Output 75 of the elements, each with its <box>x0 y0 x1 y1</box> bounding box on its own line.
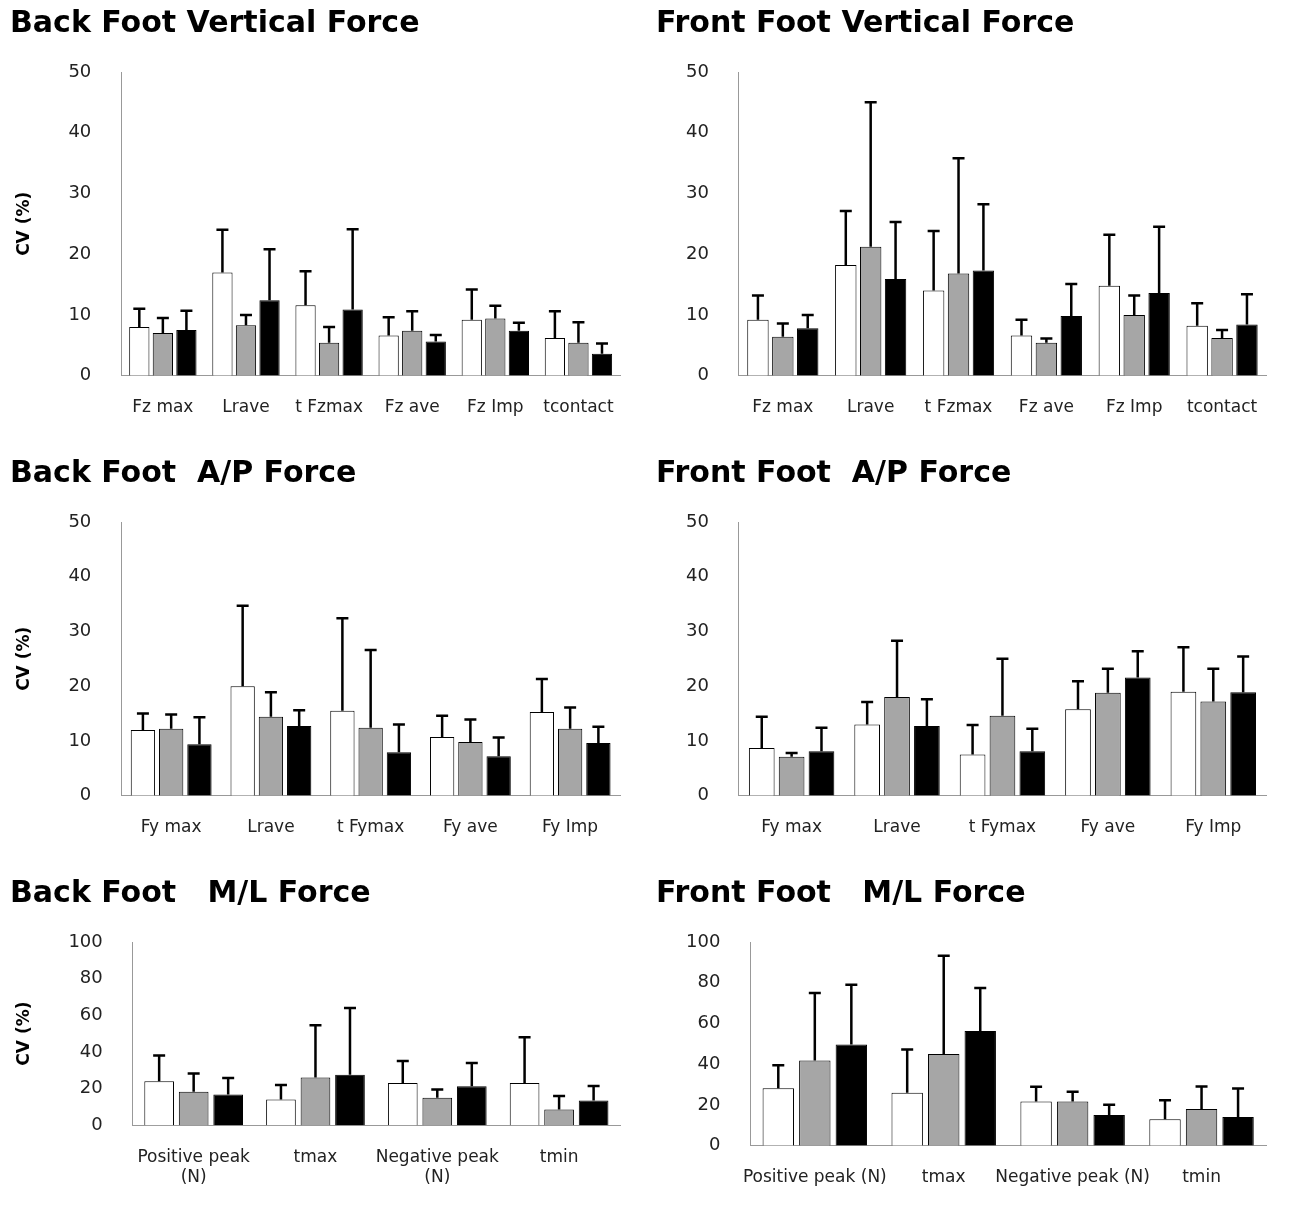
chart-title: Back Foot A/P Force <box>10 453 357 489</box>
x-tick-label: Positive peak (N) <box>742 1166 887 1187</box>
y-tick-label: 100 <box>686 929 721 951</box>
y-tick-label: 0 <box>79 783 92 805</box>
x-tick-label: t Fzmax <box>295 396 363 417</box>
chart-title: Back Foot Vertical Force <box>10 3 420 39</box>
chart-title: Back Foot M/L Force <box>10 873 371 909</box>
x-tick-label: Lrave <box>846 396 895 417</box>
y-tick-label: 50 <box>686 509 709 531</box>
x-tick-label: Fy Imp <box>542 816 599 837</box>
x-tick-label: Fz ave <box>1018 396 1074 417</box>
x-tick-label: Fz Imp <box>467 396 524 417</box>
y-axis-title: CV (%) <box>12 626 33 691</box>
y-tick-label: 40 <box>697 1051 721 1073</box>
x-tick-label: Fy max <box>761 816 822 837</box>
y-tick-label: 20 <box>697 1092 721 1114</box>
x-tick-label: Lrave <box>247 816 295 837</box>
y-tick-label: 60 <box>697 1011 721 1033</box>
x-tick-label: Fy max <box>140 816 202 837</box>
y-tick-label: 30 <box>68 181 92 203</box>
x-tick-label: Fz max <box>752 396 814 417</box>
x-tick-label: Fy ave <box>1080 816 1136 837</box>
y-tick-label: 0 <box>79 363 92 385</box>
y-tick-label: 30 <box>686 181 709 203</box>
y-axis-title: CV (%) <box>12 191 33 256</box>
y-tick-label: 40 <box>68 564 92 586</box>
x-tick-label: tcontact <box>1186 396 1258 417</box>
y-tick-label: 0 <box>697 363 709 385</box>
chart-title: Front Foot M/L Force <box>656 873 1026 909</box>
y-tick-label: 20 <box>68 673 92 695</box>
x-tick-label: tmax <box>921 1166 966 1187</box>
x-tick-label: tmin <box>539 1145 579 1166</box>
x-tick-label: Fz max <box>132 396 194 417</box>
y-tick-label: 40 <box>686 120 709 142</box>
y-tick-label: 0 <box>708 1133 721 1155</box>
x-tick-label: Lrave <box>873 816 921 837</box>
x-tick-label: Fz ave <box>384 396 440 417</box>
chart-title: Front Foot Vertical Force <box>656 3 1075 39</box>
y-tick-label: 10 <box>68 302 92 324</box>
y-tick-label: 20 <box>686 673 709 695</box>
x-tick-label: Positive peak (N) <box>137 1145 251 1187</box>
y-tick-label: 40 <box>68 120 92 142</box>
y-tick-label: 100 <box>68 929 103 951</box>
y-tick-label: 10 <box>686 302 709 324</box>
x-tick-label: Negative peak (N) <box>995 1166 1150 1187</box>
y-tick-label: 20 <box>686 241 709 263</box>
y-tick-label: 50 <box>686 59 709 81</box>
y-tick-label: 80 <box>79 966 103 988</box>
y-tick-label: 0 <box>91 1112 103 1134</box>
x-tick-label: Fy Imp <box>1185 816 1242 837</box>
x-tick-label: t Fymax <box>968 816 1037 837</box>
x-tick-label: Negative peak (N) <box>375 1145 500 1187</box>
y-tick-label: 40 <box>79 1039 103 1061</box>
x-tick-label: tcontact <box>543 396 614 417</box>
chart-title: Front Foot A/P Force <box>656 453 1012 489</box>
y-axis-title: CV (%) <box>12 1001 33 1066</box>
x-tick-label: Fz Imp <box>1105 396 1163 417</box>
y-tick-label: 50 <box>68 59 92 81</box>
x-tick-label: tmin <box>1182 1166 1221 1187</box>
y-tick-label: 20 <box>68 241 92 263</box>
x-tick-label: Lrave <box>222 396 270 417</box>
x-tick-label: t Fymax <box>336 816 405 837</box>
y-tick-label: 30 <box>68 619 92 641</box>
y-tick-label: 60 <box>79 1002 103 1024</box>
y-tick-label: 80 <box>697 970 721 992</box>
x-tick-label: Fy ave <box>443 816 498 837</box>
y-tick-label: 30 <box>686 619 709 641</box>
y-tick-label: 10 <box>686 728 709 750</box>
x-tick-label: tmax <box>293 1145 338 1166</box>
y-tick-label: 40 <box>686 564 709 586</box>
y-tick-label: 20 <box>79 1076 103 1098</box>
y-tick-label: 10 <box>68 728 92 750</box>
y-tick-label: 0 <box>697 783 709 805</box>
y-tick-label: 50 <box>68 509 92 531</box>
x-tick-label: t Fzmax <box>924 396 993 417</box>
